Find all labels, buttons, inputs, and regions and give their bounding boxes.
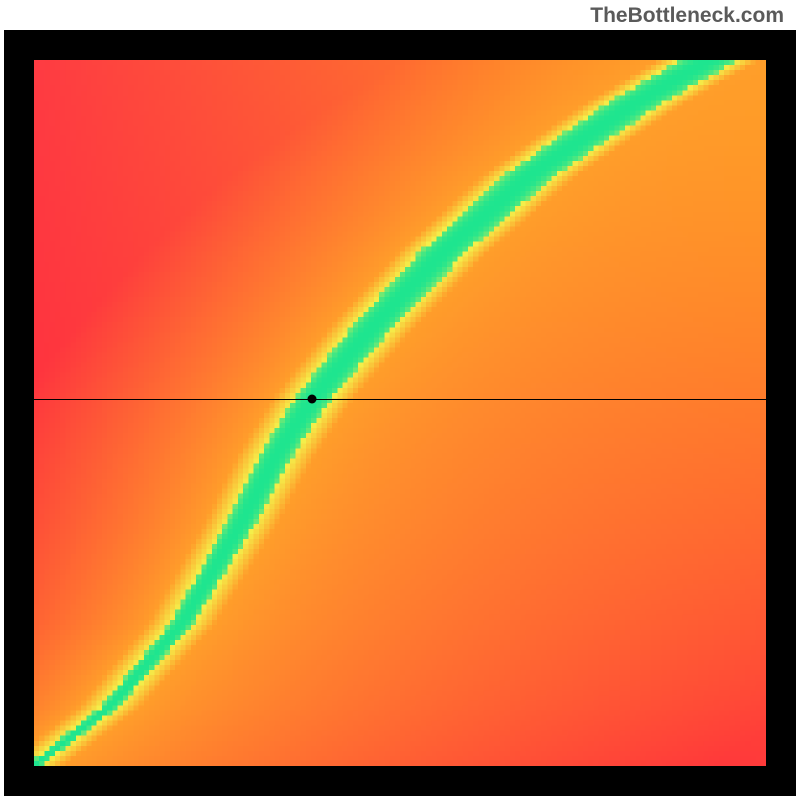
heatmap-canvas (34, 60, 766, 766)
plot-frame (4, 30, 796, 796)
crosshair-marker (308, 394, 317, 403)
plot-area (34, 60, 766, 766)
crosshair-horizontal (34, 399, 766, 400)
root: TheBottleneck.com (0, 0, 800, 800)
watermark-text: TheBottleneck.com (590, 4, 784, 28)
